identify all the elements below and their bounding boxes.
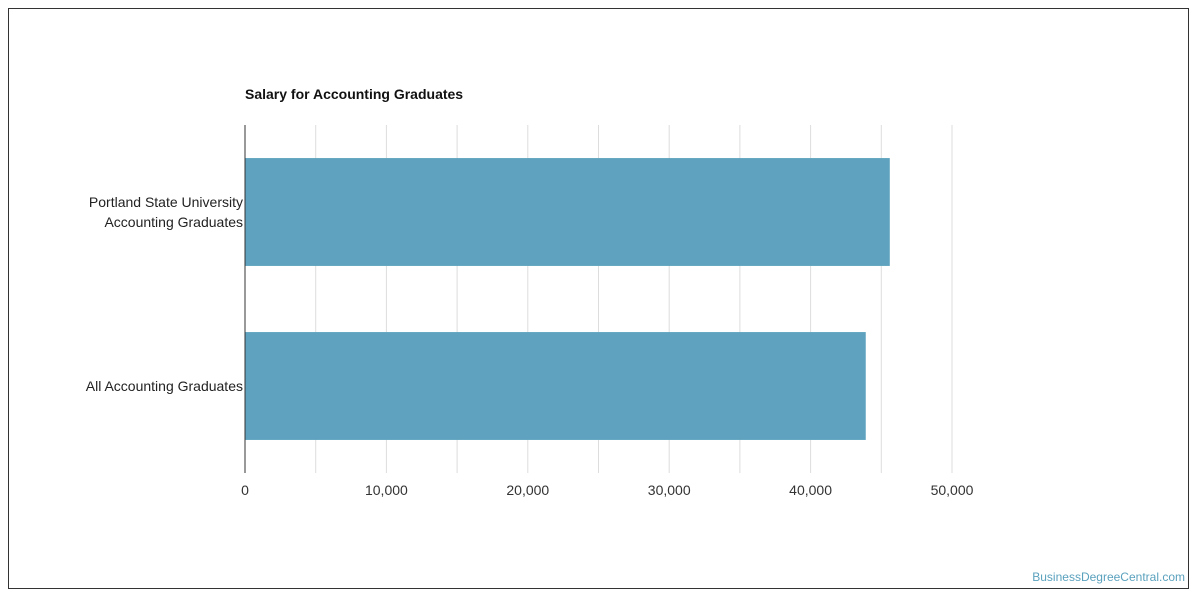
x-tick-label: 10,000 [365, 482, 408, 498]
bar-layer [245, 158, 890, 440]
x-tick-label: 0 [241, 482, 249, 498]
category-label: All Accounting Graduates [86, 378, 243, 394]
x-tick-label: 50,000 [931, 482, 974, 498]
category-label: Portland State University Accounting Grad… [89, 194, 243, 230]
watermark[interactable]: BusinessDegreeCentral.com [1032, 570, 1185, 584]
bar[interactable] [245, 332, 866, 440]
chart-title: Salary for Accounting Graduates [245, 86, 463, 102]
label-layer: Portland State University Accounting Grad… [86, 194, 974, 498]
x-tick-label: 20,000 [506, 482, 549, 498]
x-tick-label: 30,000 [648, 482, 691, 498]
x-tick-label: 40,000 [789, 482, 832, 498]
bar[interactable] [245, 158, 890, 266]
